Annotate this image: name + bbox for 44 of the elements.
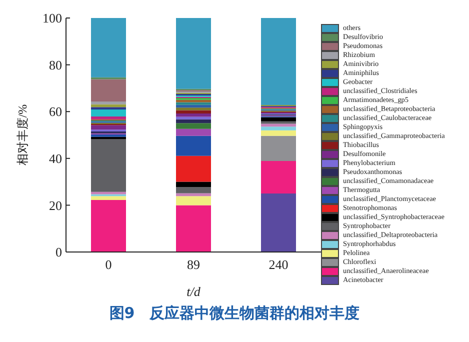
bar (261, 117, 296, 122)
bar (261, 194, 296, 252)
y-tick-label: 0 (56, 244, 62, 260)
y-tick-label: 100 (42, 10, 62, 26)
bar (261, 160, 296, 194)
bar (176, 187, 211, 194)
bar (176, 182, 211, 188)
bar (176, 156, 211, 182)
bar (176, 116, 211, 120)
x-tick-label: 89 (187, 257, 200, 272)
bar (176, 18, 211, 89)
bar (176, 102, 211, 105)
bar (176, 123, 211, 129)
x-tick-label: 240 (268, 257, 288, 272)
bar (261, 136, 296, 161)
bar (91, 18, 126, 78)
bar (176, 196, 211, 206)
bar (261, 121, 296, 124)
bar (176, 128, 211, 136)
y-tick-label: 40 (49, 151, 62, 166)
bar (176, 136, 211, 156)
bar (91, 116, 126, 120)
bar (91, 109, 126, 117)
bar (91, 196, 126, 200)
y-tick-label: 80 (49, 57, 62, 72)
bar (176, 113, 211, 117)
bar (176, 108, 211, 110)
x-axis-title: t/d (186, 284, 201, 299)
bar (91, 102, 126, 104)
bar (176, 110, 211, 114)
bar (91, 125, 126, 130)
x-tick-label: 0 (105, 257, 112, 272)
bar (176, 205, 211, 252)
y-tick-label: 60 (49, 104, 62, 120)
text: 图9 反应器中微生物菌群的相对丰度 (108, 304, 361, 323)
bar (176, 119, 211, 124)
bar (261, 130, 296, 136)
bar (91, 79, 126, 102)
y-axis-title: 相对丰度/% (15, 104, 30, 166)
bar (91, 139, 126, 192)
bar (261, 18, 296, 106)
y-tick-label: 20 (49, 198, 62, 213)
bar (91, 200, 126, 252)
bar (261, 126, 296, 130)
